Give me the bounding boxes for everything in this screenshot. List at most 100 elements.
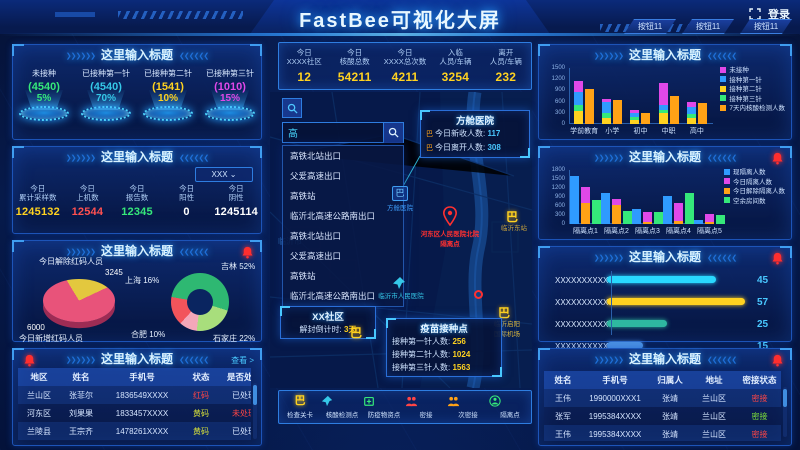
chart-bar-segment: [581, 203, 590, 224]
checkpoint-icon[interactable]: 巴: [506, 210, 519, 224]
table-cell: 1862827XXXX: [102, 440, 182, 441]
table-row[interactable]: 王伟 1995384XXXX 张靖 兰山区 密接: [544, 425, 781, 441]
nav-button[interactable]: 按钮11: [624, 19, 676, 34]
table-header-row: 姓名 手机号 归属人 地址 密接状态: [544, 371, 781, 389]
fangcang-hospital-marker[interactable]: 巴: [392, 186, 408, 201]
pie-value-new: 6000: [27, 323, 45, 332]
supplies-icon: [363, 395, 405, 408]
search-submit-button[interactable]: [383, 122, 403, 143]
table-row[interactable]: 兰山区 张菲尔 1836549XXXX 红码 已处理: [18, 386, 251, 404]
nav-button[interactable]: 按钮11: [682, 19, 734, 34]
table-row[interactable]: 张军 1995384XXXX 张靖 兰山区 密接: [544, 407, 781, 425]
search-result-item[interactable]: 高铁站: [290, 191, 316, 201]
chart-legend-entry: 今日解除隔离人数: [724, 187, 785, 197]
table-cell: 1995384XXXX: [588, 429, 642, 439]
stat-label: 入临 人员/车辆: [430, 48, 480, 66]
person-circle-icon: [489, 395, 531, 408]
table-row[interactable]: 王伟 1990000XXX1 张靖 兰山区 密接: [544, 389, 781, 407]
map-legend-item[interactable]: 防疫物资点: [363, 395, 405, 419]
table-cell: 黄码: [193, 408, 209, 418]
chart-bar: [697, 103, 707, 124]
title-deco-left: ❯❯❯❯❯❯: [65, 53, 96, 60]
filter-dropdown[interactable]: XXX ⌄: [195, 167, 253, 182]
chart-bar-segment: [574, 92, 584, 106]
chart-bar-segment: [716, 215, 725, 224]
login-button[interactable]: 登录: [749, 6, 790, 22]
stat-value: 0: [183, 206, 190, 218]
table-cell: 兰山区: [702, 393, 726, 403]
table-cell: 兰山区: [702, 411, 726, 421]
community-tooltip: XX社区 解封倒计时: 3天: [280, 306, 376, 339]
stat-label-line: 今日: [179, 184, 195, 193]
y-axis-tick: 1200: [551, 76, 565, 83]
chart-legend-entry: 7天内核酸检测人数: [720, 104, 785, 114]
map-legend-item[interactable]: 核酸检测点: [321, 395, 363, 419]
search-result-item[interactable]: 父爱高速出口: [290, 171, 342, 181]
vaccine-gauge: 已接种第一针 (4540) 70%: [75, 68, 137, 121]
alarm-bell-icon[interactable]: [23, 354, 36, 367]
table-row[interactable]: 兰陵县王宗齐1478261XXXX黄码已处理: [18, 422, 251, 440]
horizontal-bar-chart: XXXXXXXXXX 45 XXXXXXXXXX 57 XXXXXXXXXX 25 XXXX…: [545, 269, 783, 357]
table-cell: 1478261XXXX: [115, 426, 169, 436]
tooltip-title: XX社区: [312, 312, 344, 323]
chart-bar-segment: [641, 112, 651, 124]
column-header: 地区: [18, 368, 60, 386]
table-row[interactable]: 临沭县张强1862827XXXX黄码已处理: [18, 440, 251, 441]
header-slashes-left: [118, 11, 243, 19]
alarm-bell-icon[interactable]: [771, 152, 784, 165]
checkpoint-icon[interactable]: 巴: [498, 306, 511, 320]
search-result-item[interactable]: 临沂北高速公路南出口: [290, 211, 376, 221]
search-result-item[interactable]: 高铁北站出口: [290, 151, 342, 161]
search-result-item[interactable]: 高铁北站出口: [290, 231, 342, 241]
map-legend-item[interactable]: 巴检查关卡: [279, 395, 321, 419]
chart-legend: 现隔离人数 今日隔离人数 今日解除隔离人数 空余房间数: [724, 168, 785, 206]
search-result-item[interactable]: 父爱高速出口: [290, 251, 342, 261]
stat-value: 12345: [121, 206, 153, 218]
alarm-bell-icon[interactable]: [241, 246, 254, 259]
table-cell: 王宗齐: [69, 426, 93, 436]
alarm-bell-icon[interactable]: [771, 354, 784, 367]
table-scrollbar[interactable]: [783, 387, 787, 437]
view-more-link[interactable]: 查看 >: [231, 356, 254, 365]
search-input[interactable]: [283, 127, 383, 138]
stat-value: 1245114: [214, 206, 258, 218]
title-deco-right: ❮❮❮❮❮❮: [179, 249, 209, 256]
tooltip-row: 解封倒计时: 3天: [286, 323, 370, 336]
nav-button[interactable]: 按钮11: [740, 19, 792, 34]
stat-label-line: 报告数: [125, 193, 149, 202]
table-cell: 张强: [60, 440, 102, 441]
y-axis-tick: 1500: [551, 176, 565, 182]
map-legend-item[interactable]: 次密接: [447, 395, 489, 419]
table-scrollbar[interactable]: [253, 383, 257, 439]
search-result-item[interactable]: 高铁站: [290, 271, 316, 281]
title-deco-left: ❯❯❯❯❯❯: [65, 249, 96, 256]
chart-bar: [685, 192, 694, 224]
stat-item: 今日 上机数 12544: [63, 184, 113, 218]
center-stats-bar: 今日 XXXX社区 12 今日 核酸总数 54211 今日 XXXX总次数 4211 入临 人员/车…: [278, 42, 532, 90]
checkpoint-icon[interactable]: 巴: [350, 326, 363, 340]
chart-legend-entry: 现隔离人数: [724, 168, 785, 178]
tooltip-title: 方舱医院: [455, 116, 494, 127]
chart-bar-segment: [632, 209, 641, 224]
search-toggle-button[interactable]: [282, 98, 302, 118]
gauge-label: 未接种: [32, 69, 56, 78]
gauge-beam: [149, 90, 187, 110]
search-result-item[interactable]: 临沂北高速公路南出口: [290, 291, 376, 301]
hbar-row: XXXXXXXXXX 15: [545, 335, 783, 357]
table-row[interactable]: 河东区 刘果果 1833457XXXX 黄码 未处理: [18, 404, 251, 422]
alarm-bell-icon[interactable]: [771, 252, 784, 265]
stat-label: 今日 XXXX社区: [279, 48, 329, 66]
map-legend-item[interactable]: 密接: [405, 395, 447, 419]
map-legend-item[interactable]: 隔离点: [489, 395, 531, 419]
y-axis-tick: 1500: [551, 65, 565, 71]
chart-legend-entry: 未接种: [720, 66, 785, 76]
stat-item: 离开 人员/车辆 232: [481, 48, 531, 84]
chart-bar-segment: [697, 103, 707, 124]
table-cell: 1833457XXXX: [115, 408, 169, 418]
header-bar-left: [55, 12, 95, 17]
red-dot-marker[interactable]: [474, 290, 483, 299]
stat-label-line: XXXX总次数: [383, 57, 427, 66]
isolation-pin-icon[interactable]: [442, 206, 458, 226]
pushpin-icon[interactable]: [392, 276, 406, 290]
table-cell: 河东区: [27, 408, 51, 418]
